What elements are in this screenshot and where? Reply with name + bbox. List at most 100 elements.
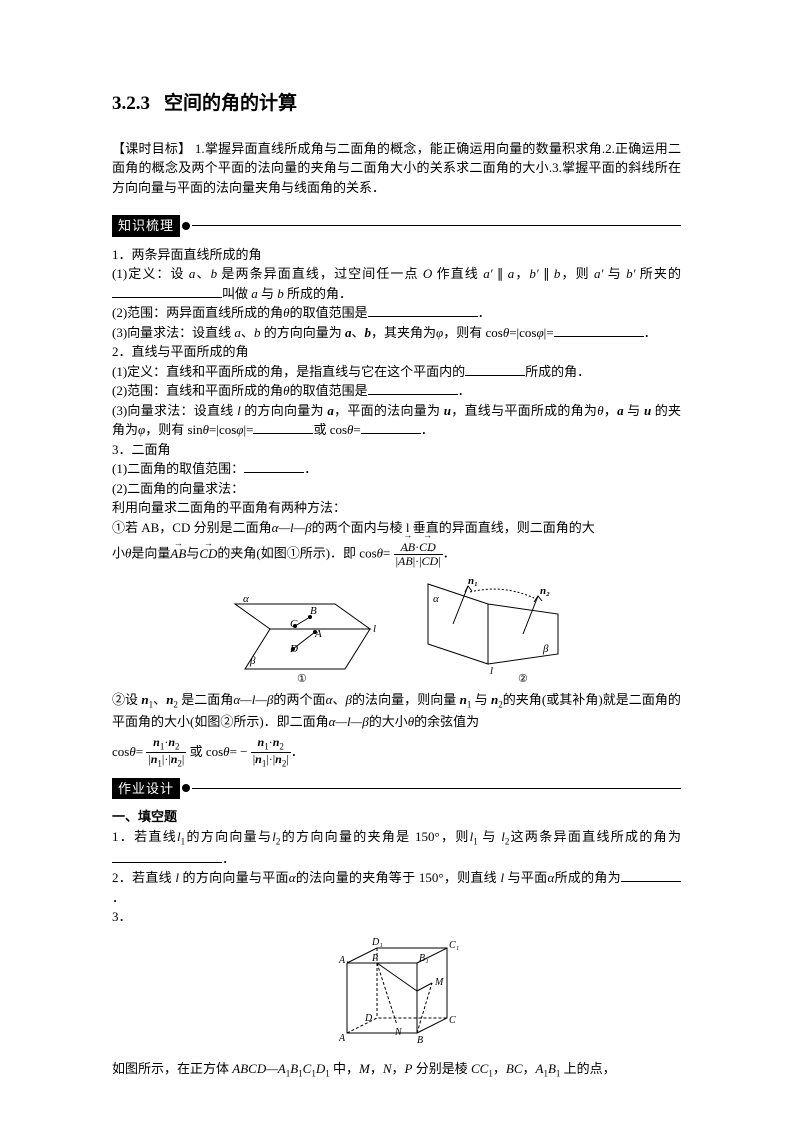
text: =|cos: [209, 422, 236, 437]
text: 所夹的: [635, 266, 681, 281]
text: 的方向向量与: [185, 829, 272, 844]
text: 中，: [330, 1061, 359, 1076]
text: 的两个面内与棱 l 垂直的异面直线，则二面角的大: [312, 520, 595, 535]
sec1-heading: 1．两条异面直线所成的角: [112, 245, 681, 265]
text: (1)定义：设: [112, 266, 189, 281]
diagram-row: α β B C A D l ①: [112, 574, 681, 684]
section-title: 3.2.3 空间的角的计算: [112, 90, 681, 119]
text: (2)范围：两异面直线所成的角: [112, 305, 283, 320]
text: ①若 AB，CD 分别是二面角: [112, 520, 272, 535]
text: 其夹角为: [384, 325, 436, 340]
text: (3)向量求法：设直线: [112, 403, 237, 418]
text: ，则: [560, 266, 594, 281]
sec2-p3: (3)向量求法：设直线 l 的方向向量为 a，平面的法向量为 u，直线与平面所成…: [112, 401, 681, 440]
text: 是两条异面直线，过空间任一点: [217, 266, 423, 281]
label: A₁: [338, 955, 349, 966]
question-3: 3．: [112, 907, 681, 927]
text: 的取值范围是: [290, 305, 368, 320]
dihedral-diagram-2: n₁ n₂ α β l ②: [408, 574, 578, 684]
sec1-p2: (2)范围：两异面直线所成的角θ的取值范围是．: [112, 303, 681, 323]
text: ，直线与平面所成的角为: [451, 403, 597, 418]
fill-blank[interactable]: [621, 881, 681, 882]
sec3-heading: 3．二面角: [112, 440, 681, 460]
fill-blank[interactable]: [368, 394, 458, 395]
label: B₁: [419, 953, 429, 964]
text: 的方向向量为: [260, 325, 345, 340]
label: α: [433, 593, 439, 605]
text: ②设: [112, 692, 141, 707]
label: D: [364, 1013, 373, 1024]
question-1: 1．若直线l1的方向向量与l2的方向向量的夹角是 150°，则l1 与 l2这两…: [112, 827, 681, 869]
homework-badge-label: 作业设计: [112, 778, 180, 800]
section-heading: 空间的角的计算: [164, 93, 297, 114]
label: P: [371, 953, 378, 964]
fraction: AB·CD |AB|·|CD|: [394, 541, 443, 568]
objectives-paragraph: 【课时目标】 1.掌握异面直线所成角与二面角的概念，能正确运用向量的数量积求角.…: [112, 139, 681, 198]
sec3-p4: ①若 AB，CD 分别是二面角α—l—β的两个面内与棱 l 垂直的异面直线，则二…: [112, 518, 681, 538]
text: 则有 cos: [456, 325, 503, 340]
fill-blank[interactable]: [554, 336, 644, 337]
section-number: 3.2.3: [112, 93, 150, 114]
text: 1．若直线: [112, 829, 177, 844]
text: 或 cos: [313, 422, 347, 437]
cube-diagram-wrap: A₁ B₁ C₁ D₁ A B C D P M N: [112, 933, 681, 1053]
fill-blank[interactable]: [368, 316, 478, 317]
text: 是二面角: [178, 692, 233, 707]
text: 所成的角．: [284, 286, 352, 301]
text: 的两个面: [273, 692, 325, 707]
text: 与: [624, 403, 644, 418]
label: l: [490, 665, 493, 677]
fill-blank[interactable]: [112, 862, 222, 863]
text: 作直线: [432, 266, 483, 281]
caption: ②: [518, 673, 528, 684]
text: 的法向量，则向量: [352, 692, 460, 707]
homework-badge: 作业设计: [112, 778, 681, 800]
cube-diagram: A₁ B₁ C₁ D₁ A B C D P M N: [317, 933, 477, 1053]
fill-blank[interactable]: [112, 297, 222, 298]
sec3-p6: ②设 n1、n2 是二面角α—l—β的两个面α、β的法向量，则向量 n1 与 n…: [112, 690, 681, 732]
question-2: 2．若直线 l 的方向向量与平面α的法向量的夹角等于 150°，则直线 l 与平…: [112, 868, 681, 907]
text: = −: [230, 744, 248, 759]
text: 与平面: [504, 870, 547, 885]
label: C₁: [449, 940, 459, 951]
fill-blank[interactable]: [244, 472, 304, 473]
text: ，平面的法向量为: [334, 403, 444, 418]
text: 叫做: [222, 286, 251, 301]
sec3-p5: 小θ是向量AB与CD的夹角(如图①所示)．即 cosθ= AB·CD |AB|·…: [112, 541, 681, 568]
text: (1)二面角的取值范围：: [112, 461, 244, 476]
text: (3)向量求法：设直线: [112, 325, 234, 340]
text: 2．若直线: [112, 870, 175, 885]
text: 所成的角．: [525, 364, 590, 379]
text: 的夹角(如图①所示)．即 cos: [217, 546, 376, 561]
text: 是向量: [131, 546, 170, 561]
text: cos: [112, 744, 129, 759]
fraction: n1·n2 |n1|·|n2|: [146, 736, 186, 770]
text: 的法向量的夹角等于 150°，则直线: [296, 870, 501, 885]
text: 分别是棱: [413, 1061, 472, 1076]
page: 3.2.3 空间的角的计算 【课时目标】 1.掌握异面直线所成角与二面角的概念，能…: [0, 0, 793, 1121]
badge-line: [192, 225, 681, 226]
text: 上的点，: [560, 1061, 615, 1076]
sec1-p1: (1)定义：设 a、b 是两条异面直线，过空间任一点 O 作直线 a′ ∥ a，…: [112, 264, 681, 303]
badge-dot-icon: [182, 784, 190, 792]
fill-blank[interactable]: [465, 375, 525, 376]
text: 所成的角为: [554, 870, 621, 885]
exercises-heading: 一、填空题: [112, 807, 681, 827]
question-3-text: 如图所示，在正方体 ABCD—A1B1C1D1 中，M，N，P 分别是棱 CC1…: [112, 1059, 681, 1081]
text: 或 cos: [190, 744, 224, 759]
sec3-p1: (1)二面角的取值范围：．: [112, 459, 681, 479]
label: β: [542, 643, 549, 655]
sec3-p2: (2)二面角的向量求法：: [112, 479, 681, 499]
fill-blank[interactable]: [253, 433, 313, 434]
label: N: [394, 1027, 403, 1038]
text: |=: [544, 325, 554, 340]
knowledge-badge-label: 知识梳理: [112, 215, 180, 237]
text: (1)定义：直线和平面所成的角，是指直线与它在这个平面内的: [112, 364, 465, 379]
label: C: [449, 1015, 456, 1026]
knowledge-badge: 知识梳理: [112, 215, 681, 237]
text: 与: [471, 692, 491, 707]
fill-blank[interactable]: [361, 433, 421, 434]
label: β: [249, 655, 256, 667]
sec2-p1: (1)定义：直线和平面所成的角，是指直线与它在这个平面内的 所成的角．: [112, 362, 681, 382]
label: n₁: [468, 575, 478, 587]
